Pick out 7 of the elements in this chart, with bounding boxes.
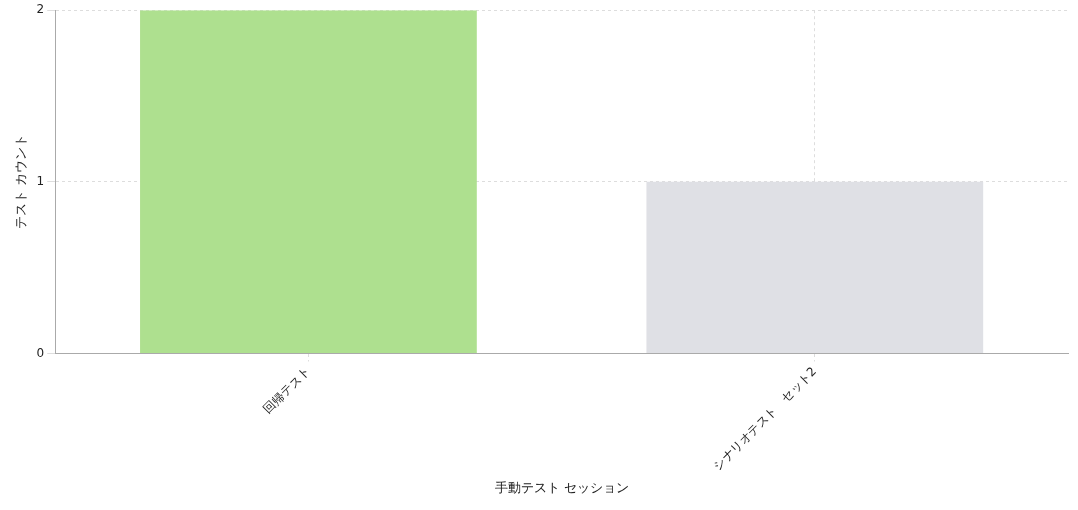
x-axis-title: 手動テスト セッション [494,479,629,495]
y-axis-title: テスト カウント [13,134,29,230]
x-tick-label: 回帰テスト [260,364,313,417]
y-tick-label: 1 [36,173,45,188]
y-tick-label: 0 [36,345,45,360]
y-tick-label: 2 [36,2,45,17]
x-tick-label: シナリオテスト セット2 [710,364,820,473]
